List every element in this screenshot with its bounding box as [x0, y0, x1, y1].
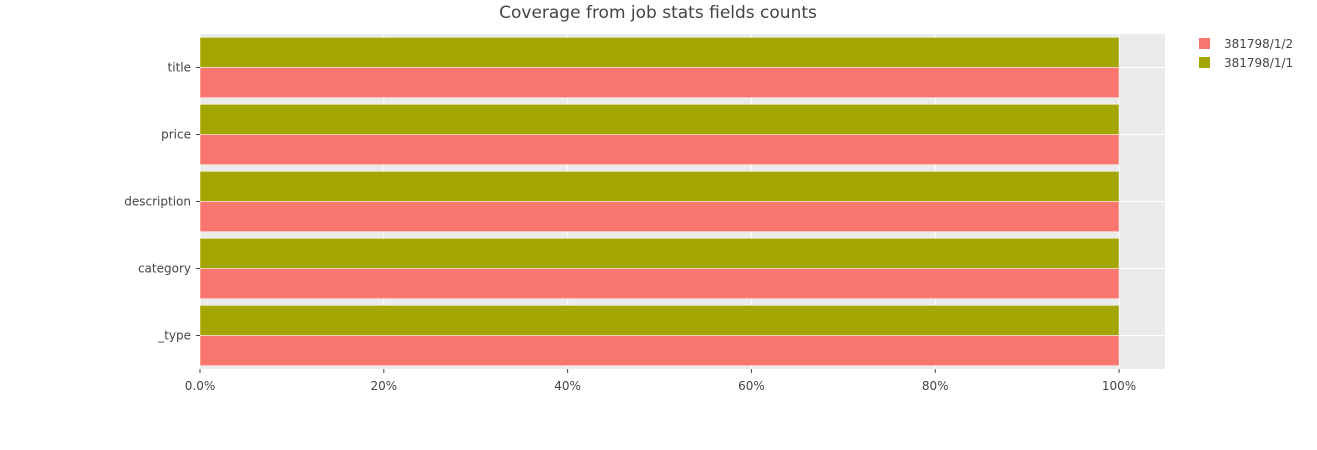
x-tick-label: 80% — [922, 379, 949, 393]
bar-price-series-1[interactable] — [199, 104, 1120, 135]
y-tick-label: _type — [157, 329, 191, 343]
bar-title-series-0[interactable] — [199, 67, 1120, 98]
bar-_type-series-0[interactable] — [199, 335, 1120, 366]
bar-title-series-1[interactable] — [199, 37, 1120, 68]
legend-swatch[interactable] — [1199, 57, 1210, 68]
legend-label[interactable]: 381798/1/2 — [1224, 37, 1293, 51]
chart-title: Coverage from job stats fields counts — [499, 3, 817, 23]
bar-price-series-0[interactable] — [199, 134, 1120, 165]
x-tick-label: 100% — [1102, 379, 1136, 393]
y-axis: title price description category _type — [124, 61, 200, 343]
legend-swatch[interactable] — [1199, 38, 1210, 49]
x-tick-label: 40% — [554, 379, 581, 393]
x-tick-label: 60% — [738, 379, 765, 393]
bar-_type-series-1[interactable] — [199, 305, 1120, 336]
y-tick-label: description — [124, 195, 191, 209]
x-tick-label: 20% — [370, 379, 397, 393]
x-tick-label: 0.0% — [185, 379, 216, 393]
bar-category-series-1[interactable] — [199, 238, 1120, 269]
bar-description-series-1[interactable] — [199, 171, 1120, 202]
x-axis: 0.0% 20% 40% 60% 80% 100% — [185, 369, 1136, 393]
legend-label[interactable]: 381798/1/1 — [1224, 56, 1293, 70]
bar-description-series-0[interactable] — [199, 201, 1120, 232]
bars — [199, 37, 1120, 366]
bar-category-series-0[interactable] — [199, 268, 1120, 299]
legend[interactable]: 381798/1/2 381798/1/1 — [1199, 37, 1293, 70]
y-tick-label: title — [168, 61, 191, 75]
y-tick-label: price — [161, 128, 191, 142]
y-tick-label: category — [138, 262, 191, 276]
